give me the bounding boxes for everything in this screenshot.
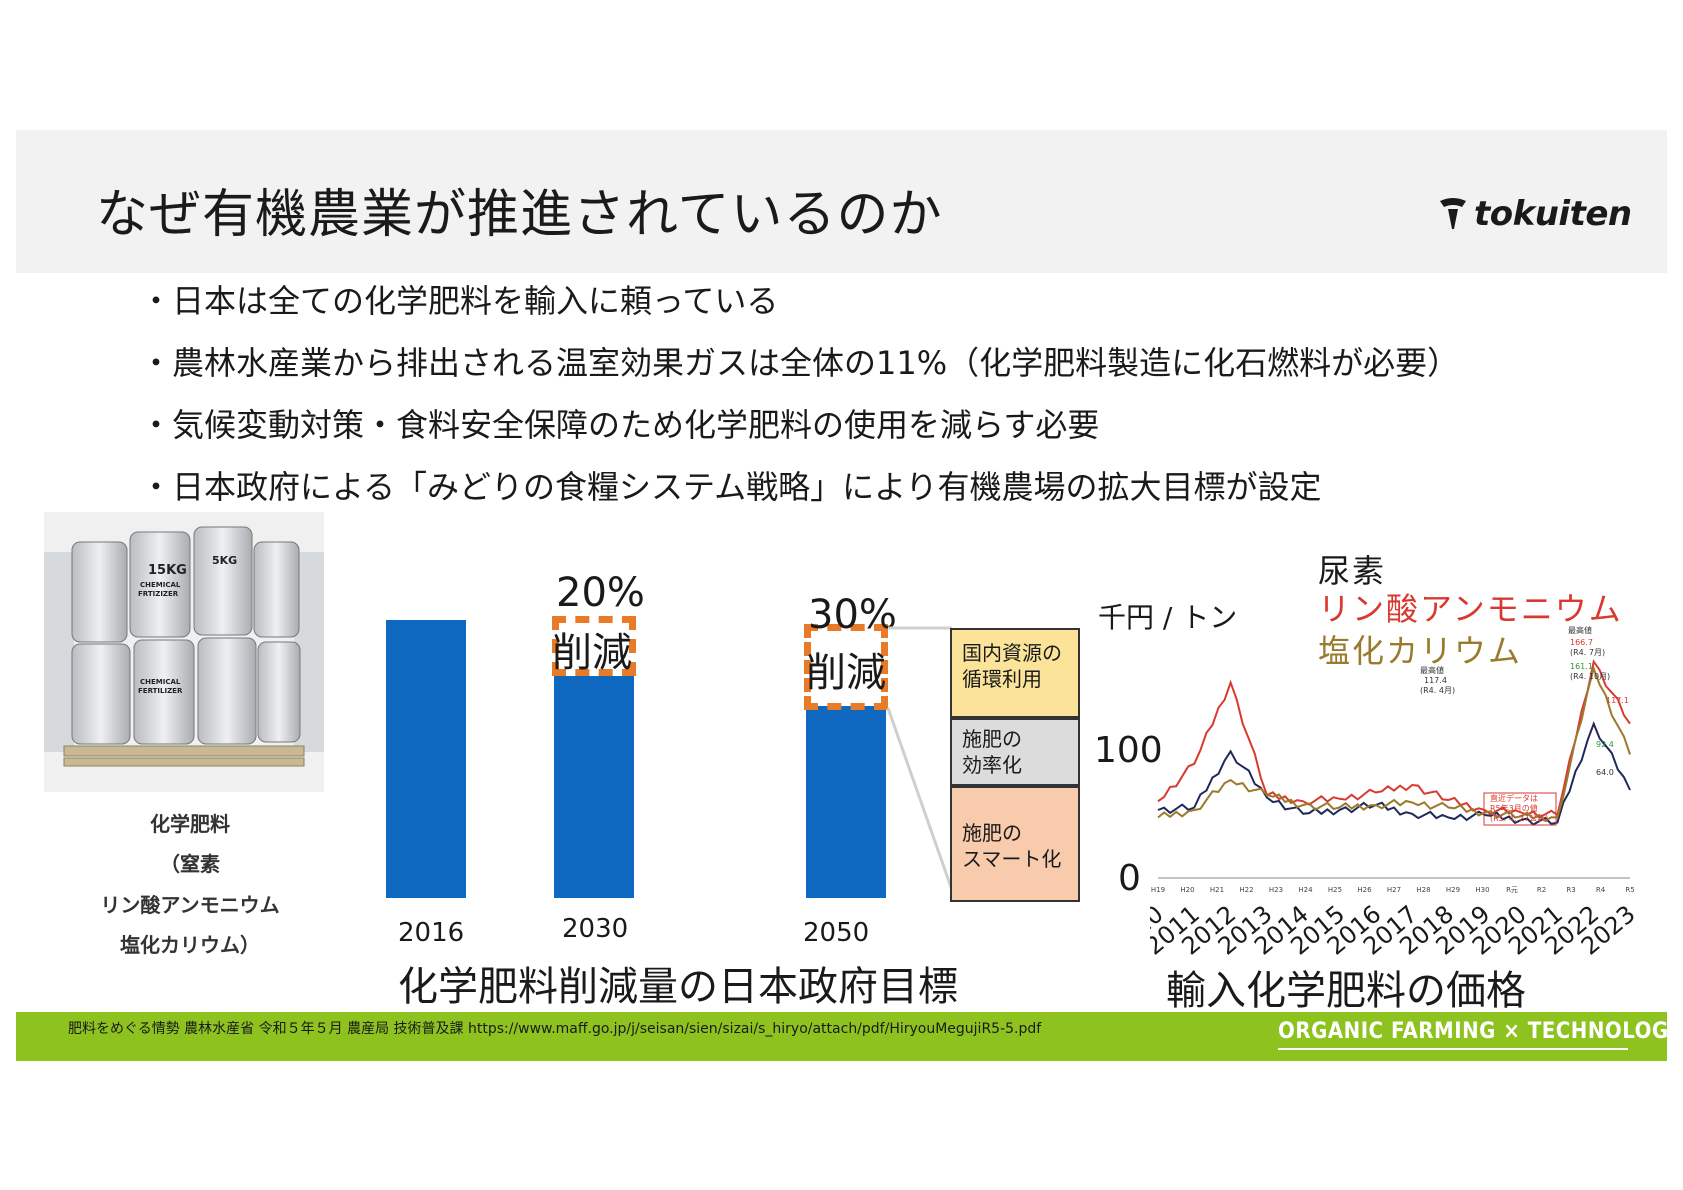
bar-year-2030: 2030 — [562, 914, 629, 944]
era-tick-label: H22 — [1239, 886, 1253, 894]
chart-annotation: (R4. 10月) — [1570, 672, 1610, 681]
logo-text: tokuiten — [1474, 194, 1632, 234]
fertilizer-bags-illustration: 15KG CHEMICAL FRTIZIZER 5KG CHEMICAL FER… — [44, 512, 324, 792]
fertilizer-bags-image: 15KG CHEMICAL FRTIZIZER 5KG CHEMICAL FER… — [44, 512, 324, 792]
footer-source: 肥料をめぐる情勢 農林水産省 令和５年５月 農産局 技術普及課 https://… — [68, 1021, 1042, 1037]
caption-line-2: （窒素 — [160, 852, 220, 876]
price-chart-title: 輸入化学肥料の価格 — [1166, 968, 1526, 1014]
era-tick-label: H28 — [1416, 886, 1430, 894]
price-line-chart: H19 H20 H21 H22 H23 H24 H25 H26 H27 H28 H29 H30 R元 R2… — [1150, 625, 1641, 961]
era-tick-label: H23 — [1269, 886, 1283, 894]
reduction-marker-2030 — [552, 616, 636, 676]
legend-ammonium-phosphate: リン酸アンモニウム — [1318, 590, 1623, 628]
logo: tokuiten — [1438, 194, 1632, 234]
bullet-3: ・気候変動対策・食料安全保障のため化学肥料の使用を減らす必要 — [140, 406, 1100, 444]
chart-annotation: 117.1 — [1606, 696, 1629, 705]
tokuiten-logo-icon — [1440, 198, 1466, 229]
breakdown-box-recycling-line-1: 国内資源の — [962, 641, 1062, 665]
bar-year-2016: 2016 — [398, 918, 465, 948]
breakdown-box-efficiency: 施肥の 効率化 — [950, 718, 1080, 786]
ytick-100: 100 — [1094, 730, 1163, 771]
era-tick-label: R5 — [1625, 886, 1634, 894]
bullet-2: ・農林水産業から排出される温室効果ガスは全体の11%（化学肥料製造に化石燃料が必… — [140, 344, 1460, 382]
chart-annotation: R5年3月の値 — [1490, 803, 1538, 813]
breakdown-box-recycling-line-2: 循環利用 — [962, 667, 1042, 691]
era-tick-label: R元 — [1506, 886, 1518, 894]
bag-label-2: CHEMICAL — [140, 581, 181, 589]
bar-year-2050: 2050 — [803, 918, 870, 948]
reduction-percent-2030: 20% — [556, 570, 645, 616]
legend-potassium-chloride: 塩化カリウム — [1318, 632, 1523, 670]
chart-annotation: 64.0 — [1596, 768, 1614, 777]
bag-label-1: 15KG — [148, 563, 187, 578]
legend-urea: 尿素 — [1318, 552, 1387, 590]
bar-2016 — [386, 620, 466, 898]
era-tick-label: H27 — [1387, 886, 1401, 894]
chart-annotation: 166.7 — [1570, 638, 1593, 647]
bullet-1: ・日本は全ての化学肥料を輸入に頼っている — [140, 282, 779, 320]
breakdown-box-efficiency-line-1: 施肥の — [962, 727, 1022, 751]
series-line-1 — [1157, 659, 1631, 819]
caption-line-1: 化学肥料 — [150, 812, 230, 836]
era-tick-label: R3 — [1566, 886, 1575, 894]
series-line-2 — [1157, 665, 1631, 823]
breakdown-box-smart-line-1: 施肥の — [962, 821, 1022, 845]
era-tick-label: H24 — [1298, 886, 1313, 894]
chart-annotation: 117.4 — [1424, 676, 1447, 685]
breakdown-box-efficiency-line-2: 効率化 — [962, 753, 1022, 777]
chart-annotation: (R5. 4. 27公表) — [1490, 813, 1548, 823]
bullet-4: ・日本政府による「みどりの食糧システム戦略」により有機農場の拡大目標が設定 — [140, 468, 1322, 506]
bar-2050 — [806, 706, 886, 898]
bag-label-5: CHEMICAL — [140, 678, 181, 686]
series-line-0 — [1157, 721, 1631, 826]
footer-brand: ORGANIC FARMING × TECHNOLOGY — [1278, 1016, 1682, 1050]
chart-annotation: 直近データは — [1490, 793, 1538, 803]
slide-title: なぜ有機農業が推進されているのか — [96, 185, 943, 245]
caption-line-4: 塩化カリウム） — [120, 933, 260, 957]
bar-2030 — [554, 676, 634, 898]
reduction-chart-title: 化学肥料削減量の日本政府目標 — [398, 964, 958, 1010]
footer-band — [16, 1012, 1667, 1061]
header-band — [16, 130, 1667, 273]
breakdown-box-smart-line-2: スマート化 — [962, 847, 1062, 871]
era-tick-label: R2 — [1537, 886, 1546, 894]
bag-label-3: FRTIZIZER — [138, 590, 179, 598]
bag-label-4: 5KG — [212, 554, 237, 567]
era-tick-label: H20 — [1180, 886, 1194, 894]
reduction-percent-2050: 30% — [808, 592, 897, 638]
era-tick-label: R4 — [1596, 886, 1606, 894]
price-chart-ylabel: 千円 / トン — [1098, 601, 1238, 634]
era-tick-label: H19 — [1151, 886, 1165, 894]
breakdown-box-smart: 施肥の スマート化 — [950, 786, 1080, 902]
chart-annotation: 最高値 — [1420, 665, 1444, 675]
era-tick-label: H30 — [1475, 886, 1489, 894]
chart-annotation: 最高値 — [1568, 625, 1592, 635]
era-tick-label: H26 — [1357, 886, 1372, 894]
chart-annotation: 92.4 — [1596, 740, 1614, 749]
chart-annotation: 161.1 — [1570, 662, 1593, 671]
era-tick-label: H21 — [1210, 886, 1224, 894]
breakdown-connector-lines — [886, 626, 954, 891]
caption-line-3: リン酸アンモニウム — [100, 893, 280, 917]
chart-annotation: (R4. 7月) — [1570, 648, 1605, 657]
bag-label-6: FERTILIZER — [138, 687, 183, 695]
reduction-word-2030: 削減 — [552, 630, 632, 676]
reduction-marker-2050 — [804, 624, 888, 710]
ytick-0: 0 — [1118, 858, 1141, 899]
reduction-word-2050: 削減 — [806, 650, 886, 696]
latest-data-note-box — [1483, 792, 1557, 826]
era-tick-label: H29 — [1446, 886, 1460, 894]
chart-annotation: (R4. 4月) — [1420, 686, 1455, 695]
breakdown-box-recycling: 国内資源の 循環利用 — [950, 628, 1080, 718]
era-tick-label: H25 — [1328, 886, 1342, 894]
